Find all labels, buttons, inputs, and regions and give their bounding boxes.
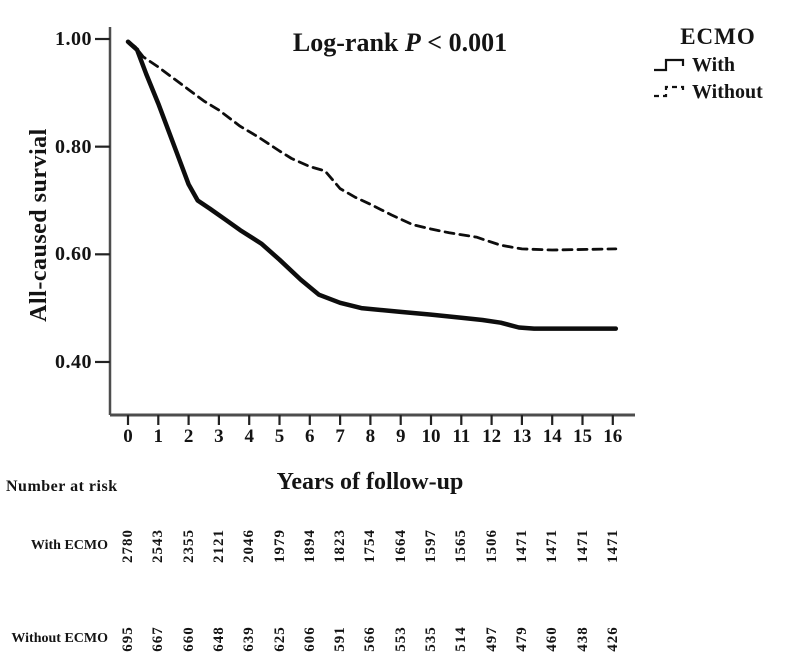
risk-value: 1664 [392, 529, 409, 563]
risk-value: 639 [241, 626, 258, 652]
solid-step-line-icon [654, 58, 685, 72]
risk-value: 1565 [453, 529, 470, 563]
risk-value: 1471 [544, 529, 561, 563]
risk-value: 591 [332, 626, 349, 652]
risk-value: 438 [574, 626, 591, 652]
x-tick-label: 9 [395, 426, 406, 447]
log-rank-value: < 0.001 [427, 28, 508, 57]
x-tick-label: 3 [214, 426, 224, 447]
legend-title: ECMO [680, 24, 756, 49]
log-rank-prefix: Log-rank [292, 28, 399, 57]
with-ecmo-curve [125, 39, 619, 331]
x-tick-label: 10 [421, 426, 441, 447]
x-tick-label: 4 [244, 426, 254, 447]
risk-value: 667 [150, 626, 167, 652]
risk-value: 1471 [574, 529, 591, 563]
risk-value: 660 [180, 626, 197, 652]
y-tick-label: 0.40 [55, 350, 92, 373]
risk-value: 566 [362, 626, 379, 652]
risk-value: 2355 [180, 529, 197, 563]
y-tick-label: 0.80 [55, 135, 92, 158]
x-tick-label: 1 [153, 426, 164, 447]
risk-value: 553 [392, 626, 409, 652]
risk-row-label-with-ecmo: With ECMO [30, 538, 108, 553]
x-tick-label: 6 [305, 426, 315, 447]
x-tick-label: 5 [274, 426, 285, 447]
risk-value: 479 [513, 626, 530, 652]
x-tick-label: 0 [123, 426, 133, 447]
risk-value: 2780 [120, 529, 136, 563]
risk-value: 514 [453, 626, 470, 652]
number-at-risk-header: Number at risk [6, 478, 118, 495]
legend-label-without: Without [692, 81, 763, 103]
risk-value: 695 [120, 626, 136, 652]
y-tick-label: 0.60 [55, 243, 92, 266]
x-axis-title: Years of follow-up [276, 469, 464, 495]
x-tick-label: 8 [365, 426, 376, 447]
risk-value: 2121 [210, 529, 227, 563]
risk-value: 1597 [423, 529, 439, 563]
y-tick-label: 1.00 [55, 28, 92, 50]
x-tick-label: 15 [573, 426, 592, 447]
risk-value: 1506 [483, 529, 500, 563]
legend-label-with: With [692, 54, 735, 76]
risk-value: 2046 [241, 529, 258, 563]
risk-value: 460 [544, 626, 561, 652]
risk-value: 625 [271, 626, 288, 652]
x-tick-label: 2 [183, 426, 194, 447]
risk-value: 1979 [271, 529, 288, 563]
risk-value: 535 [423, 626, 439, 652]
x-tick-label: 16 [603, 426, 623, 447]
risk-value: 497 [483, 626, 500, 652]
x-tick-label: 11 [452, 426, 471, 447]
log-rank-p: P [404, 28, 421, 57]
risk-value: 1894 [301, 529, 318, 563]
risk-value: 1471 [513, 529, 530, 563]
risk-value: 606 [301, 626, 318, 652]
risk-value: 1754 [362, 529, 379, 563]
legend: ECMO With Without [652, 24, 784, 104]
risk-value: 2543 [150, 529, 167, 563]
x-tick-label: 12 [482, 426, 502, 447]
legend-item-with: With [652, 53, 784, 77]
without-ecmo-curve [126, 40, 618, 252]
x-tick-label: 14 [542, 426, 562, 447]
x-tick-label: 7 [335, 426, 345, 447]
risk-value: 426 [604, 626, 621, 652]
risk-value: 648 [210, 626, 227, 652]
dashed-step-line-icon [654, 85, 685, 98]
risk-value: 1823 [332, 529, 349, 563]
risk-value: 1471 [604, 529, 621, 563]
risk-row-label-without-ecmo: Without ECMO [11, 631, 108, 646]
x-tick-label: 13 [512, 426, 532, 447]
log-rank-annotation: Log-rank P < 0.001 [240, 28, 560, 58]
legend-item-without: Without [652, 80, 784, 104]
